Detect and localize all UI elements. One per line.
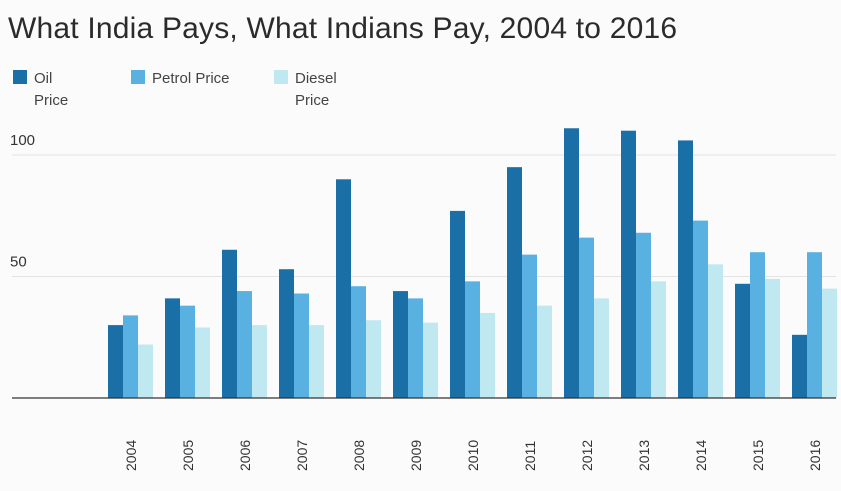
bar-oil-price-2007	[279, 269, 294, 398]
bar-petrol-price-2005	[180, 305, 195, 398]
x-tick-label: 2014	[693, 440, 709, 471]
bar-petrol-price-2015	[750, 252, 765, 398]
x-tick-label: 2009	[408, 440, 424, 471]
bar-petrol-price-2012	[579, 237, 594, 398]
legend-label-oil-price: Oil Price	[34, 68, 90, 112]
x-tick-label: 2004	[123, 440, 139, 471]
legend-label-line: Price	[295, 92, 330, 109]
bar-oil-price-2010	[450, 210, 465, 398]
bar-petrol-price-2013	[636, 232, 651, 398]
x-tick-label: 2005	[180, 440, 196, 471]
bar-diesel-price-2013	[651, 281, 666, 398]
x-tick-label: 2008	[351, 440, 367, 471]
bar-oil-price-2013	[621, 130, 636, 398]
bar-oil-price-2016	[792, 334, 807, 398]
bar-petrol-price-2014	[693, 220, 708, 398]
bar-oil-price-2004	[108, 325, 123, 398]
bar-oil-price-2005	[165, 298, 180, 398]
bar-oil-price-2008	[336, 179, 351, 398]
chart-title: What India Pays, What Indians Pay, 2004 …	[8, 12, 678, 45]
bar-diesel-price-2012	[594, 298, 609, 398]
y-tick-label: 100	[10, 132, 35, 149]
bar-oil-price-2009	[393, 291, 408, 398]
bar-petrol-price-2004	[123, 315, 138, 398]
legend-label-line: Price	[34, 92, 69, 109]
x-tick-label: 2007	[294, 440, 310, 471]
legend-swatch-diesel-price	[274, 70, 288, 84]
legend-swatch-petrol-price	[131, 70, 145, 84]
x-tick-label: 2016	[807, 440, 823, 471]
bar-diesel-price-2006	[252, 325, 267, 398]
x-tick-label: 2013	[636, 440, 652, 471]
bar-oil-price-2006	[222, 249, 237, 398]
legend-swatch-oil-price	[13, 70, 27, 84]
bar-petrol-price-2011	[522, 254, 537, 398]
legend-item-petrol-price: Petrol Price	[131, 68, 230, 90]
legend-item-oil-price: Oil Price	[13, 68, 90, 112]
bar-diesel-price-2016	[822, 288, 837, 398]
bar-diesel-price-2008	[366, 320, 381, 398]
bar-petrol-price-2007	[294, 293, 309, 398]
legend-label-line: Petrol Price	[152, 70, 230, 87]
bar-oil-price-2015	[735, 283, 750, 398]
bar-oil-price-2011	[507, 167, 522, 398]
legend-label-line: Diesel	[295, 70, 337, 87]
bar-diesel-price-2014	[708, 264, 723, 398]
bar-diesel-price-2011	[537, 305, 552, 398]
x-tick-label: 2015	[750, 440, 766, 471]
x-tick-label: 2006	[237, 440, 253, 471]
bar-diesel-price-2004	[138, 344, 153, 398]
legend-label-diesel-price: Diesel Price	[295, 68, 359, 112]
bar-petrol-price-2010	[465, 281, 480, 398]
bar-diesel-price-2015	[765, 278, 780, 398]
bar-petrol-price-2009	[408, 298, 423, 398]
y-tick-label: 50	[10, 254, 27, 271]
bar-diesel-price-2009	[423, 322, 438, 398]
x-tick-label: 2011	[522, 441, 538, 471]
bar-oil-price-2012	[564, 128, 579, 398]
x-tick-label: 2012	[579, 440, 595, 471]
bar-oil-price-2014	[678, 140, 693, 399]
bar-diesel-price-2007	[309, 325, 324, 398]
legend-label-line: Oil	[34, 70, 53, 87]
bar-diesel-price-2010	[480, 312, 495, 398]
legend-label-petrol-price: Petrol Price	[152, 68, 230, 90]
x-tick-label: 2010	[465, 440, 481, 471]
bar-diesel-price-2005	[195, 327, 210, 398]
chart-legend: Oil Price Petrol Price Diesel Price	[0, 68, 841, 118]
legend-item-diesel-price: Diesel Price	[274, 68, 359, 112]
bar-petrol-price-2006	[237, 291, 252, 398]
bar-petrol-price-2008	[351, 286, 366, 398]
bar-petrol-price-2016	[807, 252, 822, 398]
